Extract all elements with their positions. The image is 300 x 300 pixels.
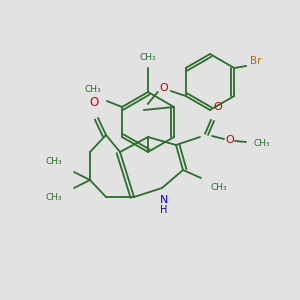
Text: N: N [160,195,168,205]
Text: CH₃: CH₃ [254,139,270,148]
Text: Br: Br [250,56,262,66]
Text: CH₃: CH₃ [85,85,101,94]
Text: CH₃: CH₃ [46,158,62,166]
Text: O: O [89,97,99,110]
Text: CH₃: CH₃ [46,194,62,202]
Text: CH₃: CH₃ [140,53,156,62]
Text: CH₃: CH₃ [211,184,227,193]
Text: H: H [160,205,168,215]
Text: O: O [214,102,222,112]
Text: O: O [159,83,168,93]
Text: O: O [226,135,234,145]
